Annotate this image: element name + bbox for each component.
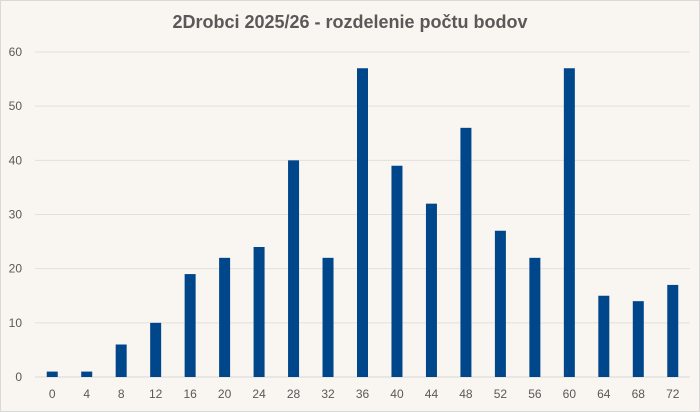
x-tick-label: 0 xyxy=(49,387,56,401)
bar xyxy=(81,371,93,377)
bar xyxy=(632,301,644,377)
bar xyxy=(494,230,506,377)
x-tick-label: 24 xyxy=(252,387,266,401)
bar xyxy=(391,165,403,377)
bar xyxy=(115,344,127,377)
x-tick-label: 16 xyxy=(183,387,197,401)
y-tick-label: 30 xyxy=(9,208,23,222)
x-tick-label: 68 xyxy=(632,387,646,401)
bar xyxy=(667,284,679,377)
bar xyxy=(425,203,437,377)
bar xyxy=(529,257,541,377)
bar xyxy=(46,371,58,377)
bar xyxy=(460,127,472,377)
x-tick-label: 12 xyxy=(149,387,163,401)
x-tick-label: 4 xyxy=(83,387,90,401)
x-tick-label: 40 xyxy=(390,387,404,401)
x-tick-label: 28 xyxy=(287,387,301,401)
x-tick-label: 64 xyxy=(597,387,611,401)
bar xyxy=(563,68,575,377)
bar xyxy=(598,295,610,377)
y-tick-label: 20 xyxy=(9,262,23,276)
x-tick-label: 72 xyxy=(666,387,680,401)
y-tick-label: 10 xyxy=(9,316,23,330)
bar xyxy=(219,257,231,377)
y-tick-label: 0 xyxy=(15,370,22,384)
bar xyxy=(253,247,265,377)
bar xyxy=(288,160,300,377)
x-tick-label: 60 xyxy=(563,387,577,401)
y-tick-label: 50 xyxy=(9,99,23,113)
chart-title: 2Drobci 2025/26 - rozdelenie počtu bodov xyxy=(172,12,528,32)
x-tick-label: 20 xyxy=(218,387,232,401)
x-tick-label: 48 xyxy=(459,387,473,401)
x-tick-label: 44 xyxy=(425,387,439,401)
bar xyxy=(357,68,368,377)
bar xyxy=(150,322,162,377)
bar xyxy=(184,274,196,377)
x-tick-label: 8 xyxy=(118,387,125,401)
y-tick-label: 40 xyxy=(9,153,23,167)
x-tick-label: 52 xyxy=(494,387,508,401)
x-tick-label: 36 xyxy=(356,387,370,401)
x-tick-label: 32 xyxy=(321,387,335,401)
x-tick-label: 56 xyxy=(528,387,542,401)
bar xyxy=(322,257,334,377)
y-tick-label: 60 xyxy=(9,45,23,59)
